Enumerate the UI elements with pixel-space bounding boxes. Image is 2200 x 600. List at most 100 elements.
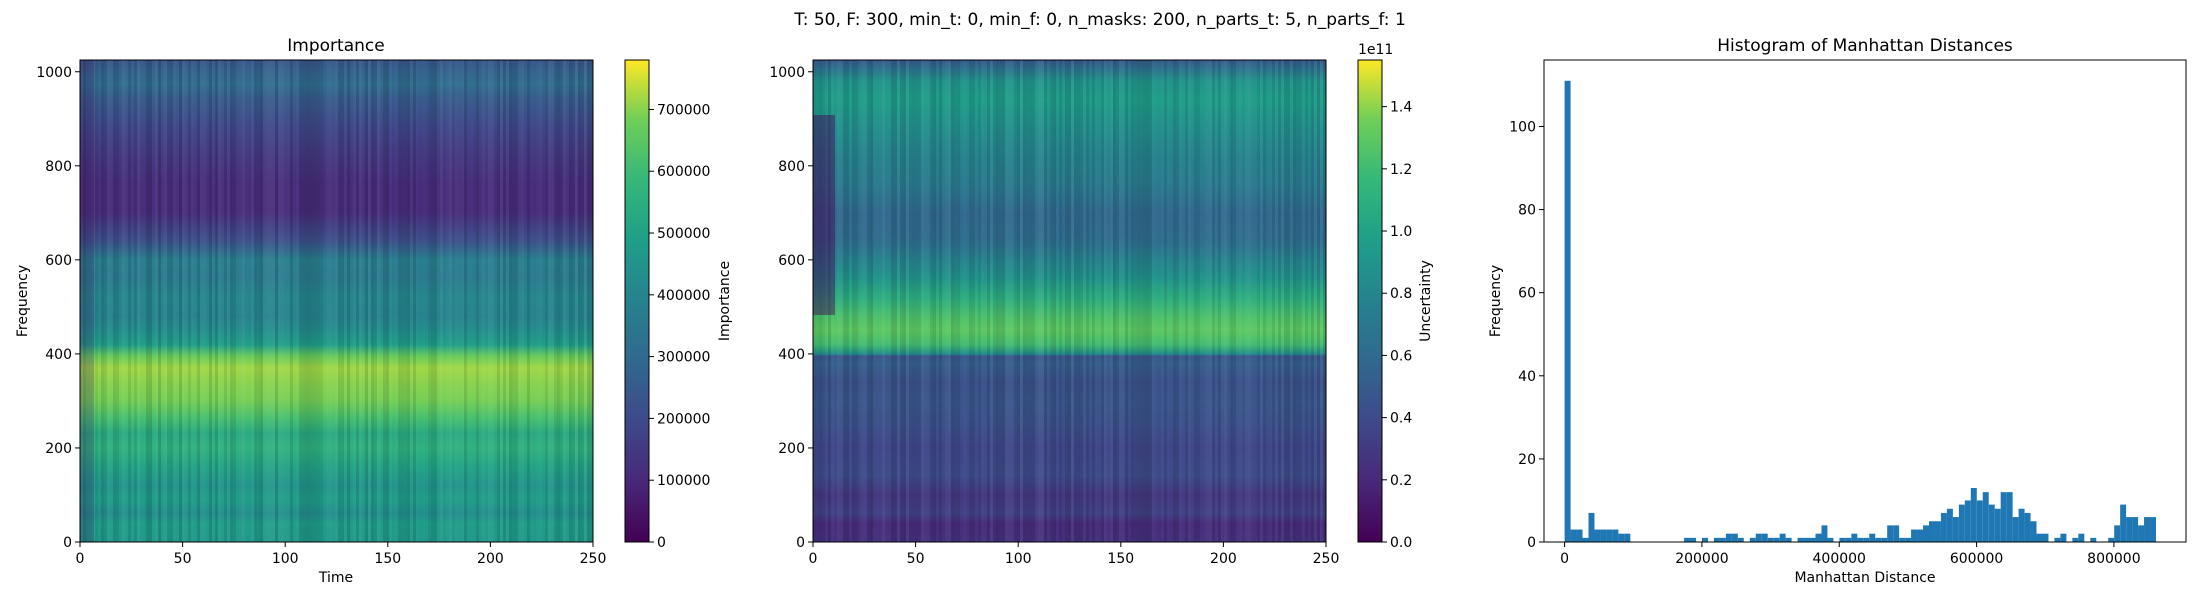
heatmap-texture-stripe [149,60,152,542]
histogram-bar [2108,537,2115,542]
heatmap-texture-stripe [161,60,164,542]
heatmap-texture-stripe [467,60,470,542]
histogram-bar [1713,537,1720,542]
heatmap-texture-stripe [347,60,350,542]
heatmap-texture-stripe [1317,60,1320,542]
histogram-bar [1905,537,1912,542]
heatmap-texture-stripe [233,60,236,542]
histogram-bar [1624,533,1631,542]
heatmap-texture-stripe [1122,60,1125,542]
heatmap-texture-stripe [335,60,338,542]
histogram-bar [1928,521,1935,542]
colorbar-tick-label: 0.4 [1390,411,1412,427]
histogram-bar [1570,529,1577,542]
heatmap-texture-stripe [509,60,512,542]
heatmap-texture-stripe [188,60,191,542]
importance-x-axis: 0 50 100 150 200 250 [76,542,606,567]
heatmap-texture-stripe [1113,60,1116,542]
heatmap-texture-stripe [1056,60,1059,542]
heatmap-texture-stripe [452,60,455,542]
heatmap-texture-stripe [1266,60,1269,542]
heatmap-texture-stripe [1020,60,1023,542]
histogram-bar [1994,508,2001,542]
heatmap-texture-stripe [206,60,209,542]
heatmap-texture-stripe [527,60,530,542]
heatmap-texture-stripe [1221,60,1224,542]
heatmap-texture-stripe [1167,60,1170,542]
heatmap-texture-stripe [470,60,473,542]
heatmap-texture-stripe [1275,60,1278,542]
y-tick-label: 1000 [36,65,72,81]
x-tick-label: 0 [1560,551,1569,567]
histogram-bar [1576,529,1583,542]
histogram-bar [1851,533,1858,542]
histogram-bar [2090,537,2097,542]
heatmap-texture-stripe [314,60,317,542]
y-tick-label: 400 [45,347,72,363]
heatmap-texture-stripe [1119,60,1122,542]
colorbar-tick-label: 1.4 [1390,100,1412,116]
heatmap-texture-stripe [1293,60,1296,542]
heatmap-texture-stripe [362,60,365,542]
colorbar-tick-label: 0.0 [1390,535,1412,551]
heatmap-texture-stripe [1047,60,1050,542]
heatmap-texture-stripe [449,60,452,542]
heatmap-texture-stripe [293,60,296,542]
histogram-bar [1797,537,1804,542]
heatmap-texture-stripe [281,60,284,542]
histogram-bar [1893,525,1900,542]
heatmap-texture-stripe [1086,60,1089,542]
heatmap-texture-stripe [365,60,368,542]
histogram-plot-frame [1543,59,2187,543]
histogram-bar [2132,517,2139,542]
uncertainty-heatmap-stripes [813,60,1326,542]
heatmap-texture-stripe [1131,60,1134,542]
heatmap-texture-stripe [584,60,587,542]
heatmap-texture-stripe [906,60,909,542]
x-tick-label: 600000 [1950,551,2003,567]
heatmap-texture-stripe [554,60,557,542]
heatmap-texture-stripe [185,60,188,542]
heatmap-texture-stripe [140,60,143,542]
colorbar-tick-label: 200000 [657,411,710,427]
heatmap-texture-stripe [548,60,551,542]
heatmap-texture-stripe [1236,60,1239,542]
histogram-bar [1857,537,1864,542]
heatmap-texture-stripe [954,60,957,542]
heatmap-texture-stripe [1320,60,1323,542]
heatmap-texture-stripe [320,60,323,542]
heatmap-texture-stripe [500,60,503,542]
histogram-bar [1976,500,1983,542]
heatmap-texture-stripe [494,60,497,542]
x-tick-label: 200 [1210,551,1237,567]
heatmap-texture-stripe [539,60,542,542]
uncertainty-heatmap [813,60,1326,542]
colorbar-tick-label: 100000 [657,473,710,489]
heatmap-texture-stripe [900,60,903,542]
heatmap-texture-stripe [879,60,882,542]
heatmap-texture-stripe [837,60,840,542]
histogram-bar [1958,504,1965,542]
heatmap-texture-stripe [506,60,509,542]
heatmap-texture-stripe [1284,60,1287,542]
heatmap-texture-stripe [83,60,86,542]
heatmap-texture-stripe [512,60,515,542]
heatmap-texture-stripe [404,60,407,542]
histogram-bar [2126,517,2133,542]
heatmap-texture-stripe [419,60,422,542]
heatmap-texture-stripe [104,60,107,542]
heatmap-texture-stripe [80,60,83,542]
heatmap-texture-stripe [359,60,362,542]
y-tick-label: 100 [1509,119,1536,135]
heatmap-texture-stripe [356,60,359,542]
heatmap-texture-stripe [1155,60,1158,542]
heatmap-texture-stripe [203,60,206,542]
heatmap-texture-stripe [446,60,449,542]
heatmap-texture-stripe [1014,60,1017,542]
heatmap-texture-stripe [1251,60,1254,542]
heatmap-texture-stripe [1314,60,1317,542]
heatmap-texture-stripe [425,60,428,542]
heatmap-texture-stripe [143,60,146,542]
importance-heatmap [80,60,593,542]
uncertainty-x-axis: 0 50 100 150 200 250 [809,542,1339,567]
